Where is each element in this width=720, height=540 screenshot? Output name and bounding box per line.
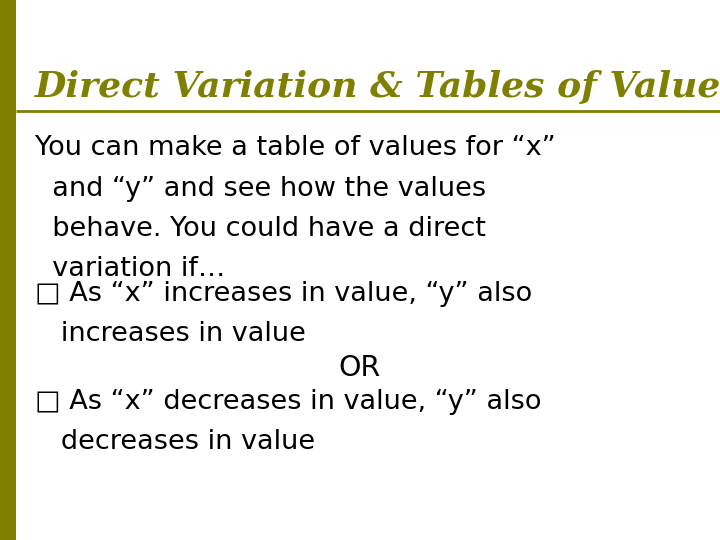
Text: Direct Variation & Tables of Values: Direct Variation & Tables of Values	[35, 70, 720, 104]
Text: behave. You could have a direct: behave. You could have a direct	[35, 216, 485, 242]
Text: increases in value: increases in value	[35, 321, 305, 347]
Text: □ As “x” increases in value, “y” also: □ As “x” increases in value, “y” also	[35, 281, 532, 307]
Text: OR: OR	[339, 354, 381, 382]
Text: □ As “x” decreases in value, “y” also: □ As “x” decreases in value, “y” also	[35, 389, 541, 415]
Text: variation if…: variation if…	[35, 256, 225, 282]
Text: and “y” and see how the values: and “y” and see how the values	[35, 176, 486, 201]
Text: You can make a table of values for “x”: You can make a table of values for “x”	[35, 135, 555, 161]
Text: decreases in value: decreases in value	[35, 429, 315, 455]
